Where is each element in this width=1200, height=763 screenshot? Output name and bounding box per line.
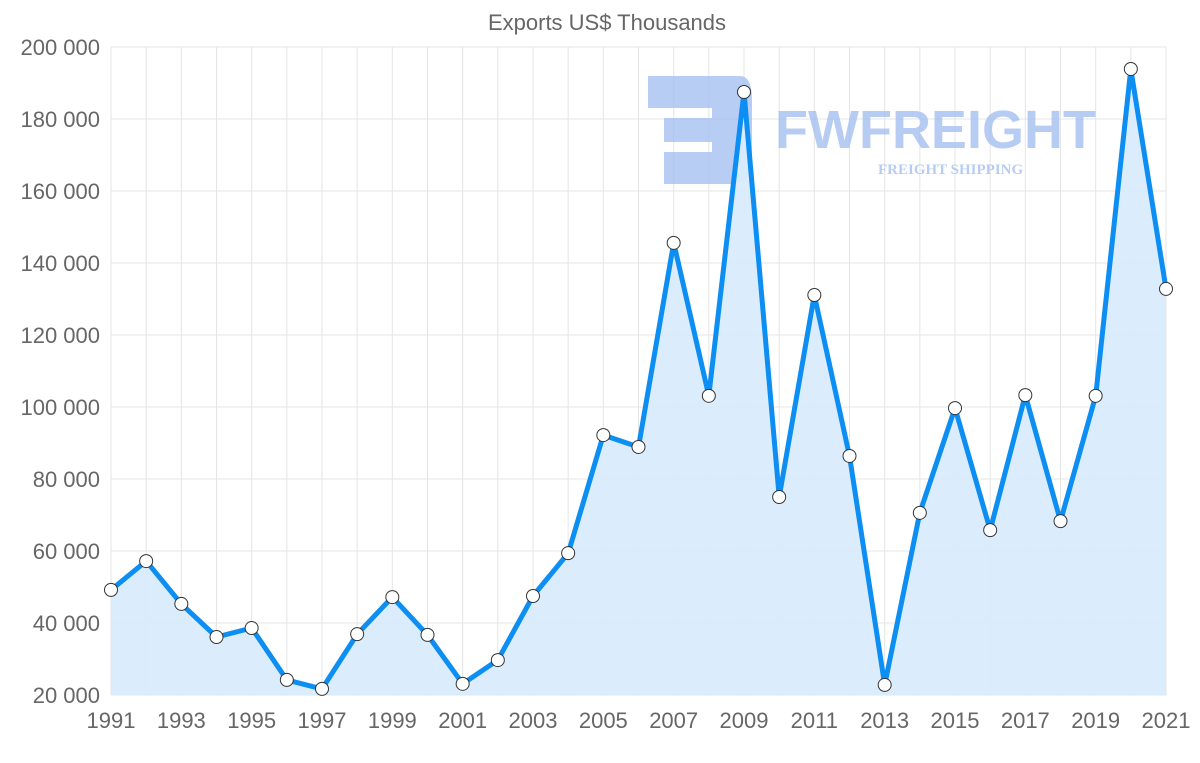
data-point-1996[interactable] xyxy=(279,672,294,687)
y-tick-label: 160 000 xyxy=(20,179,100,204)
y-tick-label: 180 000 xyxy=(20,107,100,132)
y-tick-label: 200 000 xyxy=(20,35,100,60)
x-tick-label: 1999 xyxy=(368,708,417,733)
x-tick-label: 2009 xyxy=(720,708,769,733)
data-point-2012[interactable] xyxy=(842,448,857,463)
data-point-1992[interactable] xyxy=(139,554,154,569)
data-point-2004[interactable] xyxy=(561,546,576,561)
y-tick-label: 20 000 xyxy=(33,683,100,708)
x-axis: 1991 1993 1995 1997 1999 2001 2003 2005 2007 2009… xyxy=(87,708,1191,733)
x-tick-label: 2001 xyxy=(438,708,487,733)
data-point-2017[interactable] xyxy=(1018,388,1033,403)
watermark-logo-icon xyxy=(648,76,752,184)
area-fill xyxy=(111,69,1166,695)
x-tick-label: 1997 xyxy=(298,708,347,733)
data-point-2015[interactable] xyxy=(948,401,962,416)
x-tick-label: 2011 xyxy=(791,708,838,733)
data-point-1997[interactable] xyxy=(315,681,329,696)
data-point-2005[interactable] xyxy=(596,428,611,443)
data-point-2013[interactable] xyxy=(877,677,892,692)
data-point-2009[interactable] xyxy=(737,85,751,99)
data-point-2014[interactable] xyxy=(912,505,927,520)
data-point-2007[interactable] xyxy=(666,235,681,250)
data-point-1995[interactable] xyxy=(244,621,259,636)
data-point-2018[interactable] xyxy=(1053,514,1068,529)
x-tick-label: 2017 xyxy=(1001,708,1050,733)
data-point-2010[interactable] xyxy=(772,490,787,504)
data-point-2006[interactable] xyxy=(631,439,646,454)
data-point-2002[interactable] xyxy=(490,653,505,668)
watermark-tagline: FREIGHT SHIPPING xyxy=(878,162,1023,178)
data-point-1993[interactable] xyxy=(174,596,189,611)
data-point-1998[interactable] xyxy=(350,627,365,642)
chart-title: Exports US$ Thousands xyxy=(488,10,726,35)
x-tick-label: 2003 xyxy=(509,708,558,733)
y-tick-label: 60 000 xyxy=(33,539,100,564)
y-tick-label: 120 000 xyxy=(20,323,100,348)
y-tick-label: 100 000 xyxy=(20,395,100,420)
x-tick-label: 2015 xyxy=(931,708,980,733)
data-point-2000[interactable] xyxy=(420,627,435,642)
data-point-1991[interactable] xyxy=(104,582,118,597)
data-point-1999[interactable] xyxy=(385,590,400,605)
x-tick-label: 2007 xyxy=(649,708,698,733)
x-tick-label: 1993 xyxy=(157,708,206,733)
data-point-2011[interactable] xyxy=(807,288,822,303)
data-point-2019[interactable] xyxy=(1088,388,1103,403)
x-tick-label: 2019 xyxy=(1071,708,1120,733)
data-point-2016[interactable] xyxy=(983,523,998,538)
data-point-2020[interactable] xyxy=(1123,61,1138,76)
data-point-2003[interactable] xyxy=(526,589,540,603)
y-axis: 20 000 40 000 60 000 80 000 100 000 120 000 14… xyxy=(20,35,100,708)
x-tick-label: 1991 xyxy=(87,708,136,733)
x-tick-label: 1995 xyxy=(227,708,276,733)
y-tick-label: 40 000 xyxy=(33,611,100,636)
x-tick-label: 2021 xyxy=(1142,708,1191,733)
data-point-2001[interactable] xyxy=(455,676,470,691)
data-point-2008[interactable] xyxy=(701,388,716,403)
watermark: FWFREIGHT FREIGHT SHIPPING xyxy=(648,76,1096,184)
data-point-2021[interactable] xyxy=(1159,281,1173,296)
y-tick-label: 80 000 xyxy=(33,467,100,492)
data-point-1994[interactable] xyxy=(209,630,224,645)
series-exports xyxy=(104,61,1173,696)
y-tick-label: 140 000 xyxy=(20,251,100,276)
watermark-brand: FWFREIGHT xyxy=(775,100,1096,160)
x-tick-label: 2005 xyxy=(579,708,628,733)
x-tick-label: 2013 xyxy=(860,708,909,733)
